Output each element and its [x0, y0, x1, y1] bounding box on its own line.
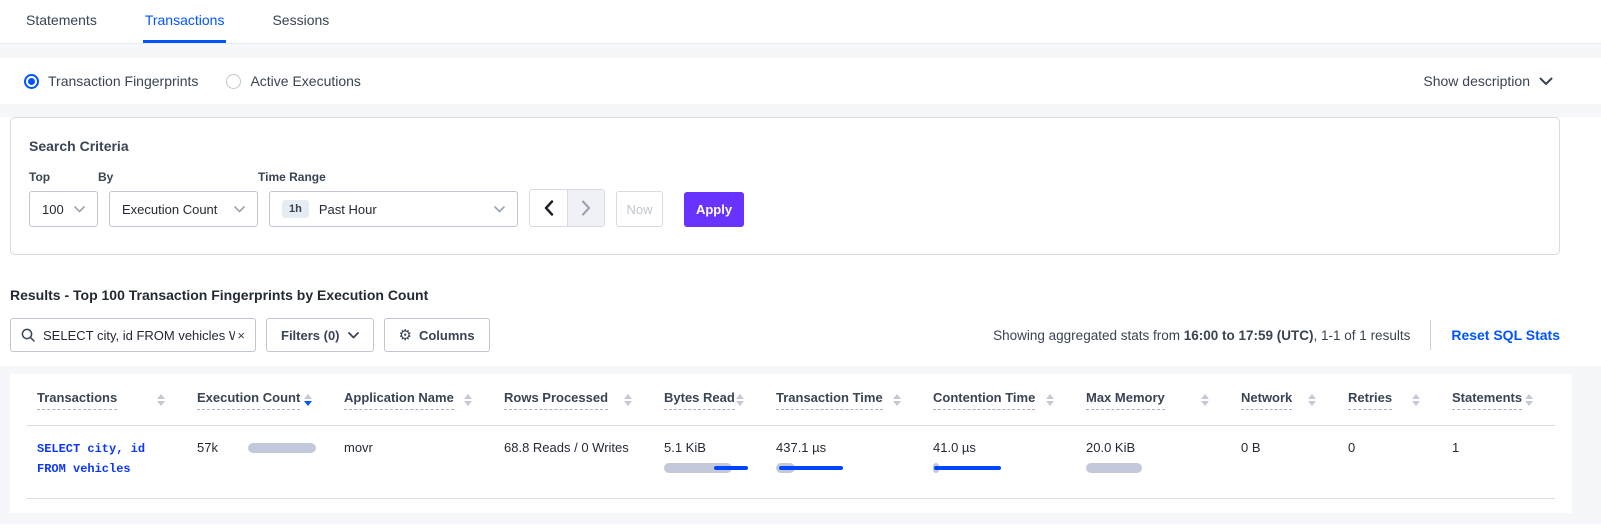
sort-icon[interactable]	[157, 393, 165, 406]
transaction-time-value: 437.1 µs	[776, 440, 827, 455]
top-value: 100	[42, 201, 64, 217]
sort-icon[interactable]	[624, 393, 632, 406]
sort-icon[interactable]	[1308, 393, 1316, 406]
transaction-time-bar	[776, 462, 868, 474]
clear-search-icon[interactable]: ×	[237, 327, 245, 343]
col-bytes-read[interactable]: Bytes Read	[664, 390, 735, 410]
transactions-table: Transactions Execution Count Application…	[10, 374, 1572, 513]
table-zone: Transactions Execution Count Application…	[0, 366, 1601, 524]
col-network[interactable]: Network	[1241, 390, 1293, 410]
max-memory-value: 20.0 KiB	[1086, 440, 1136, 455]
now-button[interactable]: Now	[616, 191, 663, 227]
table-header-row: Transactions Execution Count Application…	[27, 374, 1555, 426]
radio-label: Transaction Fingerprints	[48, 73, 199, 89]
top-select[interactable]: 100	[29, 191, 98, 227]
chevron-down-icon	[1539, 77, 1553, 85]
radio-transaction-fingerprints[interactable]: Transaction Fingerprints	[24, 73, 198, 89]
by-label: By	[98, 170, 114, 184]
sort-icon[interactable]	[1046, 393, 1054, 406]
execution-count-value: 57k	[197, 440, 218, 455]
gear-icon: ⚙	[398, 327, 412, 344]
radio-active-executions[interactable]: Active Executions	[226, 73, 361, 89]
vertical-divider	[1430, 320, 1432, 350]
col-max-memory[interactable]: Max Memory	[1086, 390, 1165, 410]
time-range-badge: 1h	[282, 200, 309, 218]
results-controls-row: × Filters (0) ⚙ Columns Showing aggregat…	[10, 318, 1560, 352]
search-icon	[21, 328, 35, 342]
table-row: SELECT city, id FROM vehicles 57k movr 6…	[27, 426, 1555, 499]
chevron-down-icon	[347, 331, 359, 338]
bytes-read-value: 5.1 KiB	[664, 440, 706, 455]
tab-transactions[interactable]: Transactions	[142, 0, 227, 43]
radio-unselected-icon	[226, 73, 242, 89]
application-name-value: movr	[344, 440, 373, 455]
show-description-toggle[interactable]: Show description	[1423, 73, 1553, 89]
top-tab-bar: Statements Transactions Sessions	[0, 0, 1601, 44]
radio-selected-icon	[24, 73, 39, 89]
by-value: Execution Count	[122, 201, 218, 217]
columns-label: Columns	[418, 327, 475, 343]
sort-icon-active-desc[interactable]	[304, 393, 312, 406]
col-transactions[interactable]: Transactions	[37, 390, 118, 410]
chevron-down-icon	[74, 205, 85, 212]
sort-icon[interactable]	[893, 393, 901, 406]
col-statements[interactable]: Statements	[1452, 390, 1523, 410]
col-application-name[interactable]: Application Name	[344, 390, 454, 410]
main-section: Search Criteria Top 100 By Execution Cou…	[0, 117, 1601, 366]
chevron-down-icon	[494, 205, 505, 212]
top-label: Top	[29, 170, 51, 184]
time-nav-arrows	[529, 189, 605, 227]
filters-button[interactable]: Filters (0)	[266, 318, 374, 352]
rows-processed-value: 68.8 Reads / 0 Writes	[504, 440, 629, 455]
previous-time-button[interactable]	[530, 190, 567, 226]
network-value: 0 B	[1241, 440, 1261, 455]
time-range-select[interactable]: 1h Past Hour	[269, 191, 518, 227]
show-description-label: Show description	[1423, 73, 1530, 89]
contention-time-bar	[933, 462, 1025, 474]
sort-icon[interactable]	[736, 393, 744, 406]
search-criteria-title: Search Criteria	[29, 138, 129, 154]
sort-icon[interactable]	[1201, 393, 1209, 406]
filters-label: Filters (0)	[281, 327, 340, 343]
divider-band	[0, 44, 1601, 58]
sort-icon[interactable]	[464, 393, 472, 406]
columns-button[interactable]: ⚙ Columns	[383, 318, 490, 352]
time-range-label: Time Range	[258, 170, 326, 184]
search-criteria-panel: Search Criteria Top 100 By Execution Cou…	[10, 117, 1560, 255]
bytes-read-bar	[664, 462, 756, 474]
chevron-right-icon	[581, 200, 591, 216]
sort-icon[interactable]	[1525, 393, 1533, 406]
execution-count-bar	[247, 442, 324, 454]
results-heading: Results - Top 100 Transaction Fingerprin…	[10, 287, 429, 303]
col-transaction-time[interactable]: Transaction Time	[776, 390, 883, 410]
col-execution-count[interactable]: Execution Count	[197, 390, 301, 410]
tab-statements[interactable]: Statements	[26, 12, 97, 28]
by-select[interactable]: Execution Count	[109, 191, 258, 227]
max-memory-bar	[1086, 462, 1178, 474]
col-retries[interactable]: Retries	[1348, 390, 1393, 410]
tab-sessions[interactable]: Sessions	[272, 12, 330, 28]
sql-search-box[interactable]: ×	[10, 318, 256, 352]
chevron-left-icon	[544, 200, 553, 216]
sort-icon[interactable]	[1412, 393, 1420, 406]
view-toggle-row: Transaction Fingerprints Active Executio…	[0, 58, 1601, 104]
col-contention-time[interactable]: Contention Time	[933, 390, 1036, 410]
aggregated-stats-text: Showing aggregated stats from 16:00 to 1…	[993, 327, 1411, 343]
statements-value: 1	[1452, 440, 1460, 455]
stats-area: Showing aggregated stats from 16:00 to 1…	[993, 320, 1560, 350]
radio-label: Active Executions	[250, 73, 361, 89]
col-rows-processed[interactable]: Rows Processed	[504, 390, 609, 410]
transaction-fingerprint-link[interactable]: SELECT city, id FROM vehicles	[37, 442, 146, 476]
time-range-value: Past Hour	[318, 201, 377, 217]
chevron-down-icon	[234, 205, 245, 212]
divider-band	[0, 104, 1601, 117]
reset-sql-stats-link[interactable]: Reset SQL Stats	[1451, 327, 1560, 343]
apply-button[interactable]: Apply	[684, 192, 744, 227]
retries-value: 0	[1348, 440, 1356, 455]
search-input[interactable]	[43, 327, 236, 343]
next-time-button[interactable]	[567, 190, 604, 226]
contention-time-value: 41.0 µs	[933, 440, 976, 455]
